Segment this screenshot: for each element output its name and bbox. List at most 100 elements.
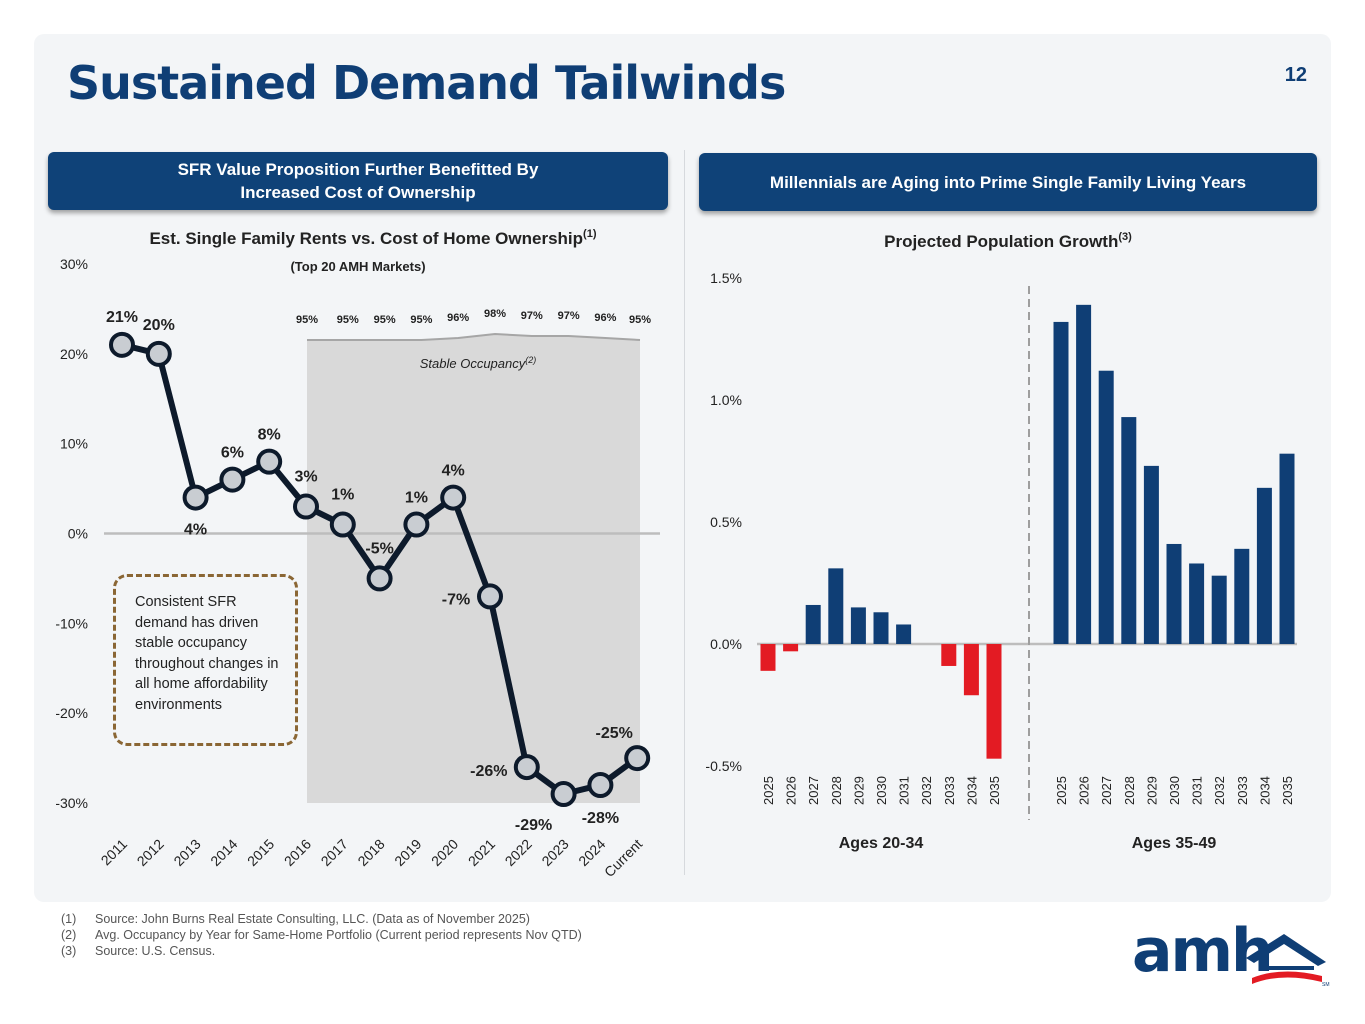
- footnote-number: (3): [61, 944, 77, 958]
- data-label: 4%: [184, 522, 207, 539]
- data-label: 3%: [294, 469, 317, 486]
- data-label: 8%: [258, 427, 281, 444]
- right-section-header: Millennials are Aging into Prime Single …: [699, 153, 1317, 211]
- line-chart-subtitle: (Top 20 AMH Markets): [290, 259, 425, 274]
- y-tick-label: 30%: [60, 256, 88, 272]
- data-label: 1%: [405, 490, 428, 507]
- x-tick-label: 2019: [391, 836, 424, 869]
- footnote-1: (1) Source: John Burns Real Estate Consul…: [61, 911, 582, 927]
- footnote-3: (3) Source: U.S. Census.: [61, 943, 582, 959]
- data-label: -29%: [515, 817, 552, 834]
- left-header-line1: SFR Value Proposition Further Benefitted…: [177, 160, 539, 179]
- bar-x-tick-label: 2031: [1190, 776, 1205, 805]
- data-point: [219, 466, 246, 493]
- data-point: [329, 511, 356, 538]
- footnotes: (1) Source: John Burns Real Estate Consul…: [61, 911, 582, 959]
- data-label: 4%: [442, 463, 465, 480]
- x-tick-label: 2022: [502, 836, 535, 869]
- bar-y-tick-label: 0.0%: [710, 636, 742, 652]
- bar-x-tick-label: 2033: [942, 776, 957, 805]
- x-tick-label: 2011: [98, 836, 131, 869]
- y-tick-label: 0%: [68, 526, 88, 542]
- bar-x-tick-label: 2026: [784, 776, 799, 805]
- x-tick-label: 2024: [575, 836, 608, 869]
- bar-y-tick-label: 0.5%: [710, 514, 742, 530]
- bar-x-tick-label: 2029: [1144, 776, 1159, 805]
- occupancy-label: 95%: [296, 314, 318, 326]
- logo-service-mark: SM: [1322, 982, 1330, 988]
- x-tick-label: 2015: [244, 836, 277, 869]
- bar-x-tick-label: 2035: [1280, 776, 1295, 805]
- occupancy-band: [307, 334, 640, 803]
- occupancy-label: 98%: [484, 308, 506, 320]
- bar: [986, 644, 1002, 759]
- bar-group-label: Ages 20-34: [839, 835, 924, 852]
- y-tick-label: 10%: [60, 436, 88, 452]
- bar: [805, 604, 821, 644]
- bar: [828, 568, 844, 644]
- bar: [963, 644, 979, 696]
- bar-y-tick-label: 1.5%: [710, 270, 742, 286]
- data-label: -28%: [582, 810, 619, 827]
- bar: [941, 644, 957, 666]
- footnote-number: (2): [61, 928, 77, 942]
- callout-box: Consistent SFR demand has driven stable …: [113, 574, 298, 746]
- footnote-text: Source: John Burns Real Estate Consultin…: [95, 912, 530, 926]
- page-title: Sustained Demand Tailwinds: [67, 56, 786, 110]
- logo-wordmark: amh: [1132, 916, 1274, 986]
- house-roof-icon: SM: [1246, 934, 1330, 988]
- bar: [1053, 321, 1069, 644]
- bar: [896, 624, 912, 644]
- bar-x-tick-label: 2026: [1077, 776, 1092, 805]
- data-label: -26%: [470, 763, 507, 780]
- data-point: [550, 781, 577, 808]
- occupancy-label: 96%: [447, 312, 469, 324]
- bar: [1189, 563, 1205, 644]
- data-point: [403, 511, 430, 538]
- x-tick-label: 2020: [428, 836, 461, 869]
- left-header-line2: Increased Cost of Ownership: [240, 183, 476, 202]
- data-point: [513, 754, 540, 781]
- data-label: 6%: [221, 445, 244, 462]
- x-tick-label: 2017: [318, 836, 351, 869]
- data-point: [145, 340, 172, 367]
- data-point: [366, 565, 393, 592]
- bar: [1098, 370, 1114, 644]
- bar: [873, 612, 889, 644]
- data-point: [293, 493, 319, 520]
- bar-x-tick-label: 2033: [1235, 776, 1250, 805]
- bar-x-tick-label: 2027: [806, 776, 821, 805]
- bar-x-tick-label: 2027: [1099, 776, 1114, 805]
- bar-x-tick-label: 2030: [874, 776, 889, 805]
- x-tick-label: 2021: [465, 836, 498, 869]
- bar: [850, 607, 866, 644]
- occupancy-label: 97%: [521, 310, 543, 322]
- bar-x-tick-label: 2032: [919, 776, 934, 805]
- bar: [1234, 548, 1250, 644]
- data-label: 21%: [106, 309, 138, 326]
- data-label: -7%: [442, 591, 470, 608]
- data-point: [109, 331, 135, 358]
- bar-x-tick-label: 2028: [1122, 776, 1137, 805]
- data-point: [256, 448, 283, 475]
- bar-x-tick-label: 2031: [897, 776, 912, 805]
- page-number: 12: [1284, 64, 1307, 86]
- x-tick-label: 2023: [538, 836, 571, 869]
- x-tick-label: 2014: [207, 836, 240, 869]
- data-label: 1%: [331, 487, 354, 504]
- footnote-2: (2) Avg. Occupancy by Year for Same-Home …: [61, 927, 582, 943]
- footnote-text: Source: U.S. Census.: [95, 944, 216, 958]
- y-tick-label: -30%: [55, 795, 88, 811]
- x-tick-label: Current: [601, 836, 645, 880]
- x-tick-label: 2012: [134, 836, 167, 869]
- bar-group-label: Ages 35-49: [1132, 835, 1217, 852]
- data-point: [624, 745, 651, 772]
- footnote-text: Avg. Occupancy by Year for Same-Home Por…: [95, 928, 582, 942]
- occupancy-label: 97%: [558, 310, 580, 322]
- bar: [1121, 417, 1137, 644]
- occupancy-line: [307, 332, 641, 341]
- bar-y-tick-label: -0.5%: [705, 758, 742, 774]
- data-point: [477, 583, 503, 610]
- y-tick-label: -20%: [55, 705, 88, 721]
- y-tick-label: -10%: [55, 615, 88, 631]
